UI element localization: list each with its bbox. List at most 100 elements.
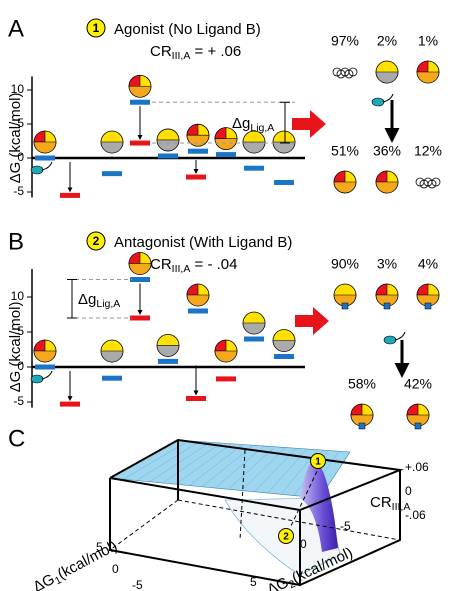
energy-level xyxy=(35,364,55,370)
molecule-icon xyxy=(333,283,357,310)
energy-level xyxy=(130,277,150,282)
coil xyxy=(431,177,441,187)
base xyxy=(128,263,152,275)
y-axis-label: ΔG (kcal/mol) xyxy=(7,302,24,393)
wedge xyxy=(375,170,388,183)
molecule-icon xyxy=(416,60,440,84)
z-tick-label: 0 xyxy=(405,484,412,498)
energy-level xyxy=(60,192,80,198)
base xyxy=(100,141,124,154)
y-tick-label: 5 xyxy=(17,116,24,130)
gap-bracket xyxy=(280,101,290,144)
base xyxy=(156,139,180,152)
gap-bracket xyxy=(67,279,77,319)
energy-level xyxy=(244,165,264,171)
panel-letter: A xyxy=(8,15,24,42)
base xyxy=(214,138,238,150)
molecule-icon xyxy=(350,403,374,430)
molecule-icon xyxy=(272,130,296,154)
y-tick-label: -5 xyxy=(13,394,24,408)
energy-level xyxy=(186,174,206,180)
panel-title: Agonist (No Ligand B) xyxy=(114,21,261,38)
molecule-icon xyxy=(375,283,399,310)
molecule-icon xyxy=(332,67,358,79)
marker-number: 2 xyxy=(283,532,289,543)
ligand-tail xyxy=(394,331,406,341)
energy-level xyxy=(102,171,122,177)
energy-level xyxy=(274,179,294,185)
badge-number: 1 xyxy=(93,21,100,35)
molecule-icon xyxy=(33,130,57,154)
percent: 51% xyxy=(331,143,359,159)
mesh xyxy=(188,444,243,486)
wedge xyxy=(128,252,141,264)
z-tick-label: +.06 xyxy=(405,460,429,474)
wedge xyxy=(333,170,346,183)
wedge xyxy=(214,127,227,139)
mesh xyxy=(240,447,286,492)
ligand-tail xyxy=(41,370,53,380)
y-axis-label: ΔG (kcal/mol) xyxy=(7,93,24,184)
energy-level xyxy=(188,308,208,314)
molecule-icon xyxy=(272,329,296,352)
dash-lines xyxy=(109,449,401,551)
molecule-icon xyxy=(375,60,399,84)
base xyxy=(186,294,210,307)
y-tick-label: 0 xyxy=(17,359,24,373)
sub: Lig,A xyxy=(96,298,120,310)
molecule-icon xyxy=(333,170,357,194)
ligand-b xyxy=(424,302,432,310)
ligand-b xyxy=(383,302,391,310)
wedge xyxy=(416,283,429,296)
molecule-icon xyxy=(214,339,238,363)
marker-badge xyxy=(310,453,326,469)
y-tick-label: -5 xyxy=(13,184,24,198)
molecule-icon xyxy=(156,128,180,152)
wedge xyxy=(33,130,46,143)
x1-axis-label: ΔG1(kcal/mol) xyxy=(30,537,121,591)
base xyxy=(375,181,399,194)
base xyxy=(272,141,296,154)
percent: 2% xyxy=(377,33,397,49)
coil xyxy=(348,67,358,77)
base: CR xyxy=(150,43,172,60)
ligand-b xyxy=(341,302,349,310)
base xyxy=(214,350,238,363)
base xyxy=(100,350,124,363)
energy-level xyxy=(60,401,80,407)
energy-level xyxy=(158,153,178,159)
x2-tick-label: 5 xyxy=(250,575,257,589)
molecule-icon xyxy=(100,130,124,154)
badge xyxy=(86,18,106,38)
red-arrow xyxy=(292,110,326,138)
percent: 97% xyxy=(331,33,359,49)
molecule-icon xyxy=(186,283,210,307)
mesh xyxy=(227,447,275,490)
mesh xyxy=(136,441,200,481)
sub: III,A xyxy=(392,501,411,513)
molecule-icon xyxy=(242,130,266,154)
y-tick-label: 5 xyxy=(17,324,24,338)
gap-label: ΔgLig,A xyxy=(232,115,274,134)
energy-level xyxy=(130,140,150,146)
sub: 1 xyxy=(53,574,64,587)
molecule-icon xyxy=(33,339,57,363)
y-tick-label: 10 xyxy=(11,289,25,303)
mesh xyxy=(162,443,221,484)
sub: Lig,A xyxy=(250,122,274,134)
wedge xyxy=(350,403,363,416)
wedge xyxy=(214,339,227,352)
base: CR xyxy=(150,256,172,273)
rest: = - .04 xyxy=(190,256,237,273)
energy-level xyxy=(186,396,206,401)
x2-tick-label: -5 xyxy=(340,519,351,533)
energy-level xyxy=(216,152,236,158)
coil xyxy=(344,69,354,79)
molecule-icon xyxy=(128,252,152,275)
x2-tick-label: 0 xyxy=(300,537,307,551)
red-arrow xyxy=(295,307,329,335)
base xyxy=(128,85,152,98)
molecule-icon xyxy=(100,339,124,363)
ligand xyxy=(383,335,397,345)
